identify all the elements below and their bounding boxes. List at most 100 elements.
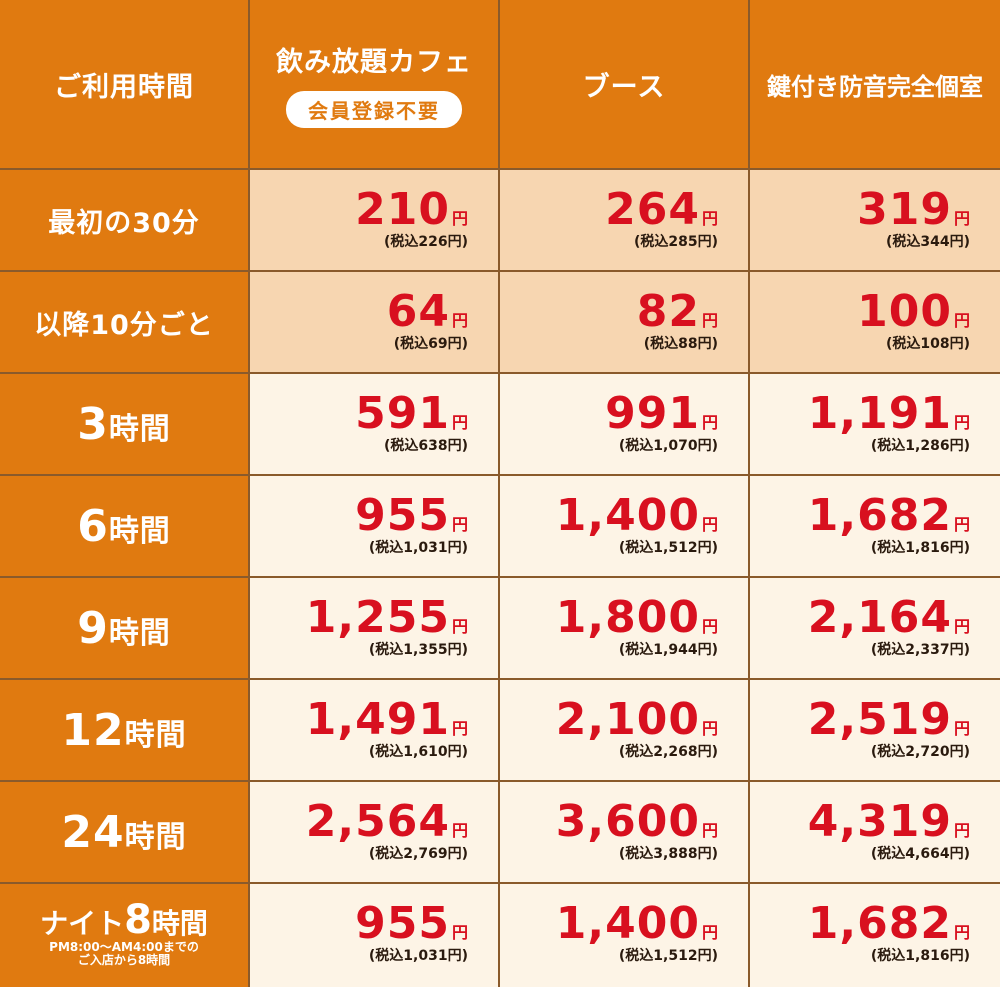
price-tax: (税込69円) — [393, 336, 468, 352]
night-note: PM8:00～AM4:00までの ご入店から8時間 — [49, 939, 199, 967]
price-cell-cafe: 955 円 (税込1,031円) — [250, 884, 500, 987]
price-amount: 991 — [605, 388, 700, 439]
yen-mark: 円 — [953, 515, 970, 534]
row-label-12h: 12時間 — [0, 680, 250, 782]
price-amount: 1,400 — [555, 490, 700, 541]
row-label-24h: 24時間 — [0, 782, 250, 884]
price-cell-booth: 264 円 (税込285円) — [500, 170, 750, 272]
row-label-text: 9時間 — [77, 603, 171, 654]
price-tax: (税込2,337円) — [870, 642, 970, 658]
row-label-unit: 時間 — [108, 513, 171, 549]
price-cell-cafe: 1,491 円 (税込1,610円) — [250, 680, 500, 782]
price-tax: (税込4,664円) — [870, 846, 970, 862]
yen-mark: 円 — [451, 617, 468, 636]
price-tax: (税込1,070円) — [618, 438, 718, 454]
row-label-text: 24時間 — [61, 807, 186, 858]
row-label-prefix: ナイト — [40, 906, 125, 940]
yen-mark: 円 — [953, 923, 970, 942]
price-tax: (税込2,268円) — [618, 744, 718, 760]
price-amount: 591 — [355, 388, 450, 439]
price-amount: 210 — [355, 184, 450, 235]
price-tax: (税込1,031円) — [368, 540, 468, 556]
row-label-unit: 時間 — [151, 906, 208, 940]
night-note-line1: PM8:00～AM4:00までの — [49, 939, 199, 954]
price-cell-booth: 1,400 円 (税込1,512円) — [500, 884, 750, 987]
row-label-6h: 6時間 — [0, 476, 250, 578]
row-label-night-8h: ナイト8時間 PM8:00～AM4:00までの ご入店から8時間 — [0, 884, 250, 987]
price-tax: (税込1,286円) — [870, 438, 970, 454]
price-amount: 3,600 — [555, 796, 700, 847]
price-tax: (税込226円) — [383, 234, 468, 250]
yen-mark: 円 — [701, 209, 718, 228]
price-amount: 1,682 — [807, 490, 952, 541]
header-cafe: 飲み放題カフェ 会員登録不要 — [250, 0, 500, 170]
row-label-9h: 9時間 — [0, 578, 250, 680]
no-membership-badge: 会員登録不要 — [286, 91, 462, 128]
price-amount: 2,164 — [807, 592, 952, 643]
price-cell-booth: 3,600 円 (税込3,888円) — [500, 782, 750, 884]
header-booth-label: ブース — [582, 71, 666, 103]
header-booth: ブース — [500, 0, 750, 170]
yen-mark: 円 — [451, 719, 468, 738]
price-tax: (税込1,816円) — [870, 948, 970, 964]
row-label-number: 12 — [61, 704, 125, 756]
price-tax: (税込1,944円) — [618, 642, 718, 658]
yen-mark: 円 — [451, 311, 468, 330]
price-amount: 955 — [355, 898, 450, 949]
row-label-unit: 時間 — [108, 615, 171, 651]
price-cell-room: 2,164 円 (税込2,337円) — [750, 578, 1000, 680]
yen-mark: 円 — [451, 515, 468, 534]
price-amount: 955 — [355, 490, 450, 541]
price-amount: 4,319 — [807, 796, 952, 847]
price-amount: 264 — [605, 184, 700, 235]
price-cell-booth: 82 円 (税込88円) — [500, 272, 750, 374]
row-label-number: 3 — [77, 398, 109, 450]
price-amount: 82 — [636, 286, 700, 337]
header-room: 鍵付き防音完全個室 — [750, 0, 1000, 170]
price-tax: (税込1,355円) — [368, 642, 468, 658]
price-tax: (税込1,512円) — [618, 540, 718, 556]
price-cell-cafe: 2,564 円 (税込2,769円) — [250, 782, 500, 884]
yen-mark: 円 — [701, 413, 718, 432]
price-tax: (税込3,888円) — [618, 846, 718, 862]
price-tax: (税込638円) — [383, 438, 468, 454]
header-time-label: ご利用時間 — [54, 71, 194, 103]
price-amount: 1,400 — [555, 898, 700, 949]
price-tax: (税込88円) — [643, 336, 718, 352]
price-cell-room: 2,519 円 (税込2,720円) — [750, 680, 1000, 782]
yen-mark: 円 — [701, 311, 718, 330]
price-amount: 1,682 — [807, 898, 952, 949]
row-label-number: 8 — [124, 896, 152, 943]
price-amount: 2,100 — [555, 694, 700, 745]
price-amount: 100 — [857, 286, 952, 337]
price-cell-booth: 1,800 円 (税込1,944円) — [500, 578, 750, 680]
row-label-3h: 3時間 — [0, 374, 250, 476]
price-tax: (税込1,031円) — [368, 948, 468, 964]
price-cell-room: 1,682 円 (税込1,816円) — [750, 476, 1000, 578]
price-amount: 1,800 — [555, 592, 700, 643]
price-cell-room: 1,682 円 (税込1,816円) — [750, 884, 1000, 987]
yen-mark: 円 — [953, 413, 970, 432]
price-tax: (税込2,720円) — [870, 744, 970, 760]
price-amount: 319 — [857, 184, 952, 235]
row-label-every-10: 以降10分ごと — [0, 272, 250, 374]
row-label-text: 最初の30分 — [48, 207, 200, 239]
row-label-unit: 時間 — [124, 717, 187, 753]
price-amount: 1,191 — [807, 388, 952, 439]
yen-mark: 円 — [701, 923, 718, 942]
yen-mark: 円 — [701, 515, 718, 534]
yen-mark: 円 — [953, 209, 970, 228]
header-time: ご利用時間 — [0, 0, 250, 170]
price-cell-room: 4,319 円 (税込4,664円) — [750, 782, 1000, 884]
price-cell-room: 1,191 円 (税込1,286円) — [750, 374, 1000, 476]
price-tax: (税込108円) — [885, 336, 970, 352]
price-cell-room: 319 円 (税込344円) — [750, 170, 1000, 272]
price-amount: 2,564 — [305, 796, 450, 847]
yen-mark: 円 — [701, 719, 718, 738]
row-label-text: 6時間 — [77, 501, 171, 552]
yen-mark: 円 — [451, 209, 468, 228]
yen-mark: 円 — [953, 719, 970, 738]
price-cell-cafe: 955 円 (税込1,031円) — [250, 476, 500, 578]
row-label-first-30: 最初の30分 — [0, 170, 250, 272]
yen-mark: 円 — [701, 821, 718, 840]
